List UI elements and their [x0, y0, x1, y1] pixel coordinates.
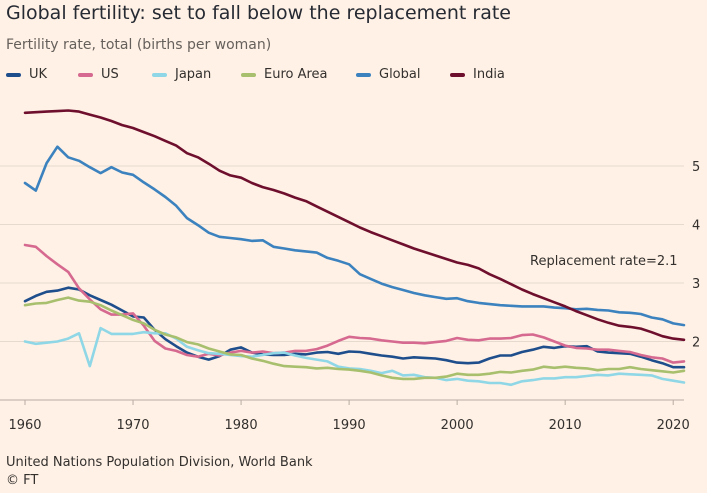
x-tick-label: 2020 [657, 418, 690, 433]
series-line-japan [23, 326, 686, 387]
legend-swatch-us [78, 72, 93, 77]
series-line-india [23, 109, 686, 342]
y-tick-label: 3 [692, 277, 700, 292]
legend-label-global: Global [379, 67, 421, 82]
legend-label-euro-area: Euro Area [264, 67, 328, 82]
credit-note: © FT [6, 473, 39, 488]
replacement-rate-annotation: Replacement rate=2.1 [530, 254, 678, 269]
legend-label-japan: Japan [175, 67, 212, 82]
legend-swatch-india [450, 72, 465, 77]
legend-label-uk: UK [29, 67, 48, 82]
legend-swatch-global [356, 72, 371, 77]
x-tick-label: 1980 [225, 418, 258, 433]
legend-label-india: India [473, 67, 505, 82]
series-line-euro-area [23, 296, 686, 381]
x-tick-label: 1960 [8, 418, 41, 433]
y-tick-label: 4 [692, 219, 700, 234]
x-tick-label: 1970 [116, 418, 149, 433]
legend-item-global: Global [356, 67, 420, 82]
legend-item-us: US [78, 67, 119, 82]
legend-item-japan: Japan [152, 67, 211, 82]
y-tick-label: 5 [692, 160, 700, 175]
chart-title: Global fertility: set to fall below the … [6, 2, 511, 24]
legend-swatch-euro-area [241, 72, 256, 77]
legend-label-us: US [101, 67, 119, 82]
legend-item-uk: UK [6, 67, 47, 82]
series-line-us [23, 243, 686, 364]
y-tick-label: 2 [692, 336, 700, 351]
series-line-global [23, 145, 686, 327]
x-tick-label: 2000 [441, 418, 474, 433]
series-line-uk [23, 286, 686, 369]
source-note: United Nations Population Division, Worl… [6, 455, 313, 470]
legend-item-india: India [450, 67, 505, 82]
legend-swatch-japan [152, 72, 167, 77]
legend-swatch-uk [6, 72, 21, 77]
x-tick-label: 1990 [333, 418, 366, 433]
x-tick-label: 2010 [549, 418, 582, 433]
legend-item-euro-area: Euro Area [241, 67, 328, 82]
chart-subtitle: Fertility rate, total (births per woman) [6, 37, 272, 53]
